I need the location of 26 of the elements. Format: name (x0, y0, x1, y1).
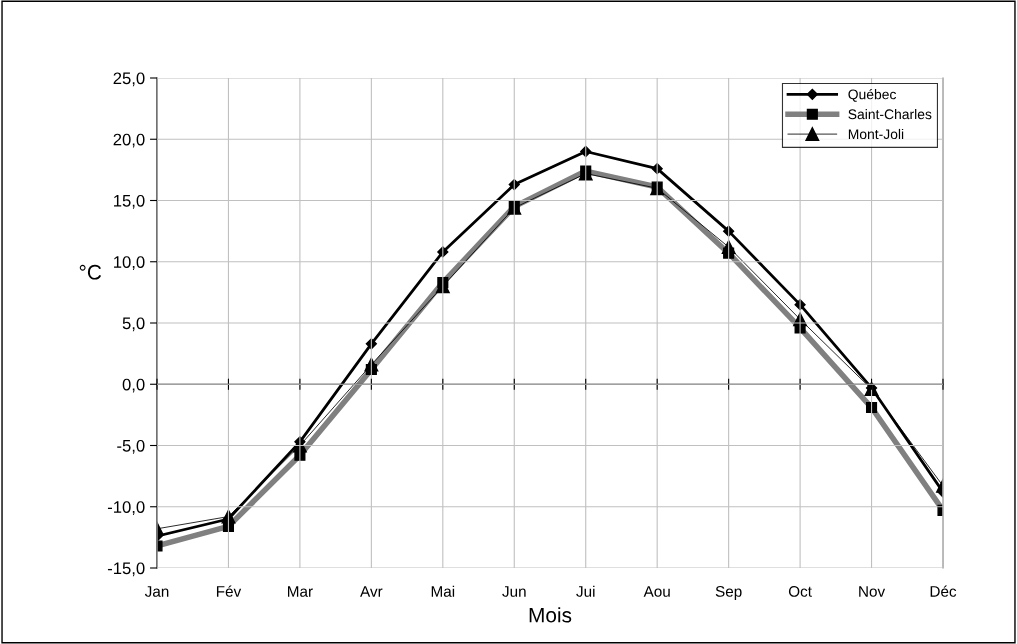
x-tick-label: Nov (859, 586, 886, 597)
y-tick-label: -5,0 (117, 439, 145, 454)
y-tick-label: -10,0 (107, 501, 145, 515)
legend-label: Québec (848, 88, 897, 102)
x-tick-label: Sep (715, 586, 742, 600)
x-tick-label: Jui (576, 585, 595, 597)
y-tick-label: 20,0 (113, 133, 145, 148)
x-tick-label: Déc (930, 585, 957, 597)
y-tick-label: 15,0 (114, 194, 145, 209)
x-tick-label: Mar (288, 586, 313, 597)
y-tick-label: 5,0 (122, 317, 145, 332)
x-tick-label: Avr (360, 586, 383, 597)
legend-label: Saint-Charles (848, 109, 932, 120)
y-axis-title: °C (79, 264, 102, 280)
y-tick-label: 25,0 (113, 72, 145, 87)
x-tick-label: Jan (144, 586, 169, 597)
x-tick-label: Fév (216, 585, 242, 597)
legend-label: Mont-Joli (848, 128, 904, 140)
x-tick-label: Aou (643, 586, 670, 597)
y-tick-label: 0,0 (122, 378, 145, 393)
x-tick-label: Mai (431, 585, 455, 597)
y-tick-label: -15,0 (107, 562, 145, 577)
x-tick-label: Oct (788, 586, 812, 597)
x-tick-label: Jun (502, 586, 526, 597)
x-axis-title: Mois (529, 607, 572, 623)
y-tick-label: 10,0 (114, 256, 145, 270)
